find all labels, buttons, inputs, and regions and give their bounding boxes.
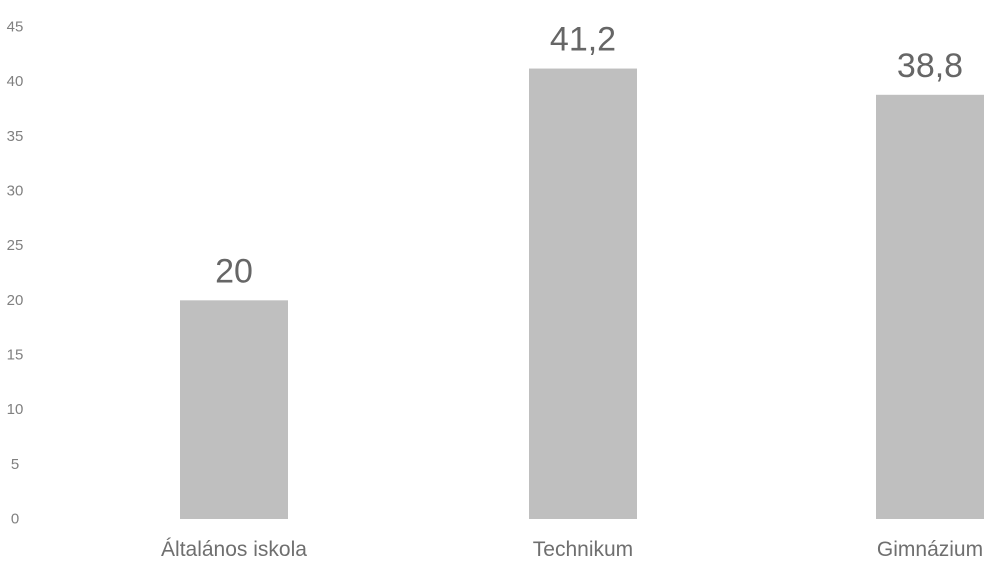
data-labels: 20 41,2 38,8 (215, 21, 963, 291)
bar (876, 94, 984, 519)
y-tick-label: 25 (7, 237, 24, 254)
y-tick-label: 45 (7, 19, 24, 36)
y-tick-label: 40 (7, 73, 24, 90)
x-axis: Általános iskola Technikum Gimnázium (161, 538, 983, 561)
y-tick-label: 30 (7, 183, 24, 200)
y-tick-label: 5 (11, 456, 19, 473)
y-tick-label: 15 (7, 347, 24, 364)
bar (180, 300, 288, 519)
y-tick-label: 0 (11, 511, 19, 528)
y-tick-label: 10 (7, 401, 24, 418)
category-label: Gimnázium (877, 538, 983, 561)
data-label: 41,2 (550, 21, 616, 59)
data-label: 20 (215, 252, 253, 290)
category-label: Általános iskola (161, 538, 307, 561)
data-label: 38,8 (897, 47, 963, 85)
y-tick-label: 20 (7, 292, 24, 309)
category-label: Technikum (533, 538, 633, 561)
y-axis: 0 5 10 15 20 25 30 35 40 45 (7, 19, 24, 528)
y-tick-label: 35 (7, 128, 24, 145)
bar (529, 68, 637, 520)
bars (180, 68, 984, 520)
